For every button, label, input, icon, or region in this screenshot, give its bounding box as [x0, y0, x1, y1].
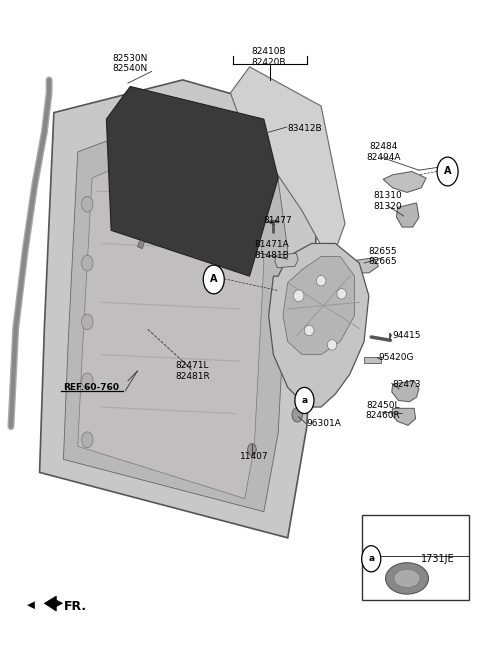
Polygon shape: [392, 381, 419, 402]
Text: 82450L
82460R: 82450L 82460R: [366, 401, 400, 420]
Polygon shape: [44, 596, 62, 611]
Circle shape: [295, 388, 314, 413]
Circle shape: [82, 432, 93, 447]
Ellipse shape: [293, 290, 304, 302]
Circle shape: [82, 314, 93, 330]
Circle shape: [82, 373, 93, 389]
Polygon shape: [383, 171, 426, 193]
Polygon shape: [78, 139, 264, 499]
Text: 1731JE: 1731JE: [421, 554, 455, 564]
Polygon shape: [283, 256, 355, 355]
Text: FR.: FR.: [63, 600, 86, 613]
Text: 82473: 82473: [393, 380, 421, 388]
Circle shape: [248, 443, 256, 455]
Text: 82655
82665: 82655 82665: [369, 247, 397, 266]
Ellipse shape: [304, 325, 314, 336]
Polygon shape: [364, 357, 381, 363]
Circle shape: [292, 407, 302, 422]
Polygon shape: [230, 67, 345, 263]
Text: 82410B
82420B: 82410B 82420B: [252, 47, 286, 67]
Text: 81471A
81481B: 81471A 81481B: [254, 240, 289, 260]
Ellipse shape: [337, 288, 347, 299]
Polygon shape: [269, 244, 369, 407]
Polygon shape: [345, 258, 378, 273]
Polygon shape: [392, 408, 416, 425]
Text: A: A: [210, 275, 217, 284]
Text: REF.60-760: REF.60-760: [63, 383, 120, 392]
Text: 94415: 94415: [393, 330, 421, 340]
Text: 81477: 81477: [264, 216, 292, 225]
Circle shape: [362, 546, 381, 572]
Text: a: a: [368, 555, 374, 563]
Text: 83412B: 83412B: [288, 124, 323, 133]
Polygon shape: [275, 253, 298, 267]
Text: 82484
82494A: 82484 82494A: [366, 142, 400, 162]
Polygon shape: [137, 240, 144, 249]
Circle shape: [437, 157, 458, 186]
Bar: [362, 515, 469, 600]
Text: 81310
81320: 81310 81320: [373, 191, 402, 211]
Polygon shape: [39, 80, 316, 538]
Circle shape: [82, 196, 93, 212]
Polygon shape: [63, 112, 288, 512]
Polygon shape: [107, 87, 278, 276]
Text: 96301A: 96301A: [307, 419, 342, 428]
Circle shape: [203, 265, 224, 294]
Ellipse shape: [316, 275, 326, 286]
Ellipse shape: [394, 569, 420, 587]
Ellipse shape: [327, 340, 337, 350]
Text: 82530N
82540N: 82530N 82540N: [112, 54, 148, 73]
Polygon shape: [396, 203, 419, 227]
Ellipse shape: [385, 562, 429, 594]
Text: A: A: [444, 166, 451, 177]
Text: 82471L
82481R: 82471L 82481R: [175, 361, 210, 380]
Text: a: a: [301, 396, 308, 405]
Circle shape: [82, 255, 93, 271]
Text: 11407: 11407: [240, 451, 269, 461]
Text: 95420G: 95420G: [378, 353, 414, 363]
